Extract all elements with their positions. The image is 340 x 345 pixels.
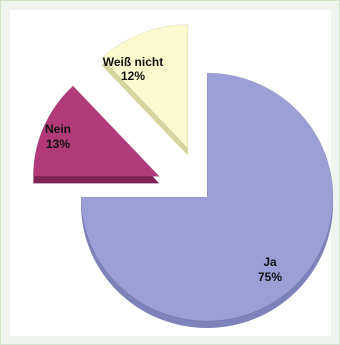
slice-label-ja: Ja [263, 255, 277, 269]
slice-nein-face [32, 85, 160, 177]
slice-label-weiss-nicht: Weiß nicht [103, 55, 163, 69]
slices-layer [32, 24, 334, 328]
slice-weiss-nicht-face [101, 24, 189, 150]
slice-weiss-nicht [101, 24, 189, 156]
slice-nein [32, 85, 160, 184]
slice-ja [80, 72, 334, 328]
slice-ja-face [80, 72, 334, 322]
labels-layer: Ja 75% Nein 13% Weiß nicht 12% [45, 55, 282, 284]
slice-value-weiss-nicht: 12% [121, 69, 145, 83]
slice-value-ja: 75% [258, 270, 282, 284]
slice-label-nein: Nein [45, 122, 71, 136]
slice-value-nein: 13% [46, 137, 70, 151]
